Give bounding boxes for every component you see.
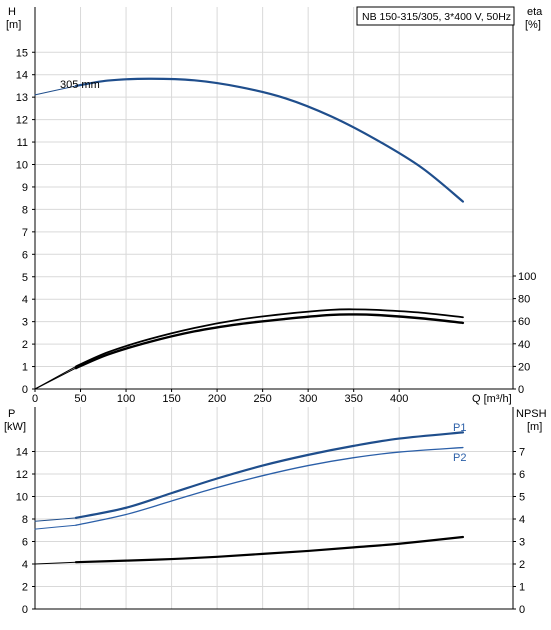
p-axis-unit: [kW] (4, 421, 26, 433)
npsh-tick-label: 4 (519, 514, 525, 526)
series-label-p2: P2 (453, 452, 466, 464)
h-tick-label: 3 (22, 317, 28, 329)
head-305mm-extension (34, 85, 77, 96)
p2-curve (75, 446, 464, 526)
eta-lower-curve (74, 313, 465, 370)
npsh-tick-label: 2 (519, 559, 525, 571)
h-tick-label: 10 (16, 160, 28, 172)
x-tick-label: 350 (344, 393, 362, 405)
series: 305 mm P1 P2 (34, 77, 466, 565)
eta-tick-label: 40 (518, 339, 530, 351)
p-tick-label: 12 (16, 469, 28, 481)
eta-axis-unit: [%] (525, 19, 541, 31)
axes: 0 50 100 150 200 250 300 350 4000123456789101112… (16, 7, 536, 616)
x-tick-label: 300 (299, 393, 317, 405)
eta-tick-label: 60 (518, 316, 530, 328)
eta-lower-extension (34, 367, 77, 390)
p1-extension (34, 517, 77, 522)
x-tick-label: 100 (117, 393, 135, 405)
x-tick-label: 0 (32, 393, 38, 405)
npsh-tick-label: 7 (519, 447, 525, 459)
eta-upper-curve (75, 308, 464, 368)
p-tick-label: 10 (16, 492, 28, 504)
x-tick-label: 200 (208, 393, 226, 405)
series-label-305mm: 305 mm (60, 79, 100, 91)
eta-tick-label: 80 (518, 294, 530, 306)
h-axis-title: H (8, 6, 16, 18)
npsh-tick-label: 6 (519, 469, 525, 481)
h-tick-label: 9 (22, 182, 28, 194)
p-tick-label: 0 (22, 604, 28, 616)
h-tick-label: 6 (22, 249, 28, 261)
h-tick-label: 7 (22, 227, 28, 239)
h-tick-label: 1 (22, 362, 28, 374)
grid (34, 7, 513, 610)
labels: H [m] eta [%] Q [m³/h] P [kW] NPSH [m] (4, 6, 547, 433)
h-tick-label: 8 (22, 204, 28, 216)
p1-curve (74, 431, 465, 519)
npsh-tick-label: 1 (519, 582, 525, 594)
x-tick-label: 250 (253, 393, 271, 405)
p-tick-label: 6 (22, 537, 28, 549)
p-tick-label: 2 (22, 582, 28, 594)
chart-title-box: NB 150-315/305, 3*400 V, 50Hz (356, 6, 515, 26)
chart-title: NB 150-315/305, 3*400 V, 50Hz (362, 11, 511, 23)
npsh-extension (34, 561, 77, 565)
npsh-tick-label: 0 (519, 604, 525, 616)
h-tick-label: 5 (22, 272, 28, 284)
eta-tick-label: 0 (518, 384, 524, 396)
p-tick-label: 4 (22, 559, 28, 571)
eta-tick-label: 20 (518, 361, 530, 373)
head-305mm-curve (74, 77, 465, 203)
h-tick-label: 4 (22, 294, 28, 306)
npsh-curve (74, 535, 465, 564)
x-axis-title: Q [m³/h] (472, 393, 512, 405)
eta-tick-label: 100 (518, 271, 536, 283)
series-label-p1: P1 (453, 422, 466, 434)
h-tick-label: 11 (17, 137, 28, 149)
x-tick-label: 50 (74, 393, 86, 405)
p-axis-title: P (8, 408, 15, 420)
npsh-tick-label: 3 (519, 537, 525, 549)
npsh-tick-label: 5 (519, 492, 525, 504)
eta-axis-title: eta (527, 6, 543, 18)
p2-extension (34, 524, 77, 530)
npsh-axis-unit: [m] (527, 421, 542, 433)
h-axis-unit: [m] (6, 19, 21, 31)
h-tick-label: 12 (16, 115, 28, 127)
p-tick-label: 8 (22, 514, 28, 526)
h-tick-label: 2 (22, 339, 28, 351)
x-tick-label: 150 (162, 393, 180, 405)
h-tick-label: 13 (16, 92, 28, 104)
p-tick-label: 14 (16, 447, 28, 459)
h-tick-label: 14 (16, 70, 28, 82)
x-tick-label: 400 (390, 393, 408, 405)
h-tick-label: 0 (22, 384, 28, 396)
h-tick-label: 15 (16, 47, 28, 59)
npsh-axis-title: NPSH (516, 408, 547, 420)
